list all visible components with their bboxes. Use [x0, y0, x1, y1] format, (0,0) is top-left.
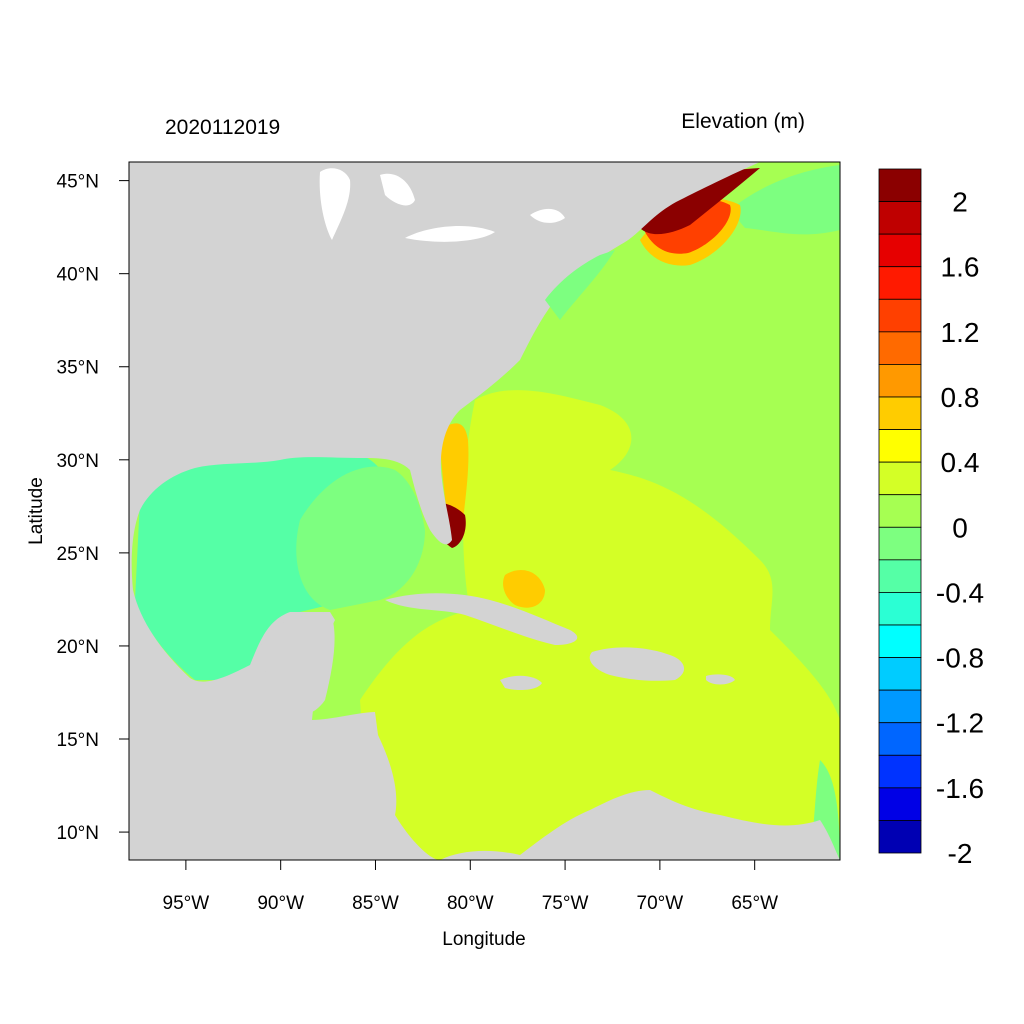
south-america-land [440, 790, 840, 860]
colorbar-label: 0 [952, 512, 968, 543]
colorbar-swatch [878, 461, 922, 496]
colorbar-swatch [878, 526, 922, 561]
colorbar-label: 0.4 [941, 447, 980, 478]
lat-tick-label: 15°N [57, 730, 99, 751]
colorbar-swatch [878, 624, 922, 658]
new-england-surge-core [640, 168, 760, 235]
map-frame [128, 161, 841, 861]
cuba-land [385, 593, 578, 645]
map-panel [129, 162, 840, 860]
puerto-rico-land [706, 674, 735, 685]
colorbar-swatch [878, 429, 922, 463]
colorbar-label: 1.6 [941, 252, 980, 283]
latitude-axis: 45°N 40°N 35°N 30°N 25°N 20°N 15°N 10°N [57, 172, 129, 844]
lat-tick-label: 10°N [57, 823, 99, 844]
lon-tick-label: 90°W [257, 893, 304, 914]
northeast-shelf-water [730, 165, 840, 235]
atlantic-elevated-region [360, 390, 840, 860]
y-axis-label: Latitude [26, 477, 47, 545]
colorbar-swatch [878, 266, 922, 300]
colorbar-label: -1.2 [936, 708, 984, 739]
colorbar-label: -1.6 [936, 773, 984, 804]
jamaica-land [500, 675, 542, 691]
colorbar-swatch [878, 494, 922, 528]
colorbar-swatch [878, 689, 922, 724]
right-title: Elevation (m) [681, 110, 805, 133]
lat-tick-label: 35°N [57, 358, 99, 379]
colorbar-swatch [878, 754, 922, 789]
x-axis-label: Longitude [442, 929, 525, 950]
lat-tick-label: 20°N [57, 637, 99, 658]
left-title: 2020112019 [165, 116, 280, 139]
lon-tick-label: 75°W [542, 893, 589, 914]
lon-tick-label: 95°W [163, 893, 210, 914]
colorbar-label: 2 [952, 187, 968, 218]
colorbar-swatch [878, 787, 922, 821]
colorbar-swatch [878, 820, 922, 854]
lon-tick-label: 65°W [731, 893, 778, 914]
lat-tick-label: 45°N [57, 172, 99, 193]
colorbar-labels: 2 1.6 1.2 0.8 0.4 0 -0.4 -0.8 -1.2 -1.6 -2 [936, 187, 984, 869]
northeast-coastal-water [545, 250, 615, 320]
great-lakes [319, 168, 565, 242]
longitude-axis: 95°W 90°W 85°W 80°W 75°W 70°W 65°W [163, 860, 778, 914]
colorbar-swatch [878, 233, 922, 268]
colorbar-label: 0.8 [941, 382, 980, 413]
bahamas-surge [503, 570, 545, 608]
hispaniola-land [589, 647, 685, 681]
yucatan-land [261, 612, 335, 715]
colorbar-swatch [878, 722, 922, 756]
colorbar-label: 1.2 [941, 317, 980, 348]
lat-tick-label: 25°N [57, 544, 99, 565]
colorbar-label: -0.8 [936, 643, 984, 674]
lon-tick-label: 80°W [447, 893, 494, 914]
colorbar [878, 168, 922, 854]
colorbar-swatch [878, 201, 922, 235]
colorbar-swatch [878, 364, 922, 398]
colorbar-swatch [878, 559, 922, 593]
lat-tick-label: 30°N [57, 451, 99, 472]
eastern-gulf-water [296, 466, 425, 610]
colorbar-swatch [878, 657, 922, 691]
colorbar-swatch [878, 396, 922, 430]
lon-tick-label: 85°W [352, 893, 399, 914]
lat-tick-label: 40°N [57, 265, 99, 286]
colorbar-swatch [878, 168, 922, 202]
colorbar-swatch [878, 331, 922, 365]
colorbar-label: -2 [948, 838, 973, 869]
colorbar-swatch [878, 298, 922, 333]
lon-tick-label: 70°W [637, 893, 684, 914]
colorbar-swatch [878, 592, 922, 626]
colorbar-label: -0.4 [936, 577, 984, 608]
